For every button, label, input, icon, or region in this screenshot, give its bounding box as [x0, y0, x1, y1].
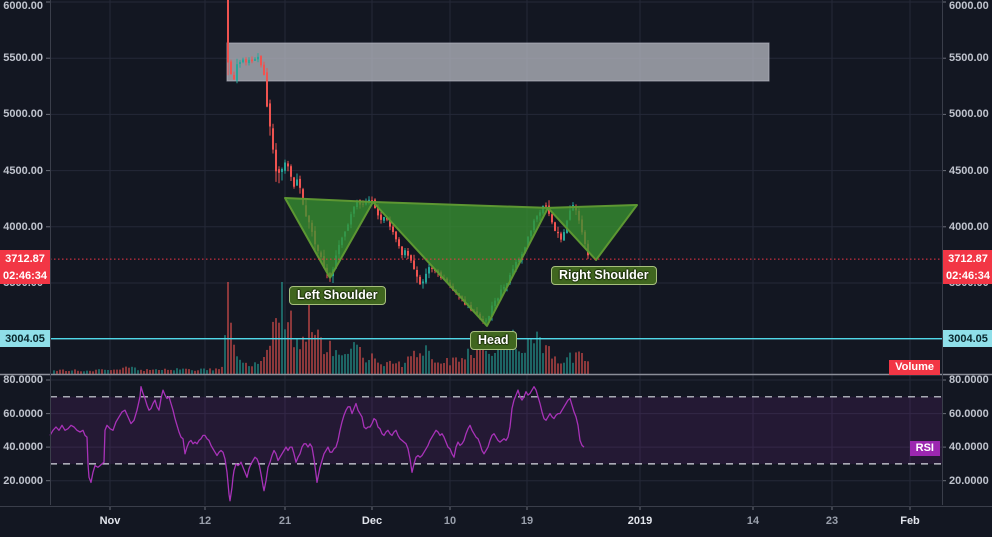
time-tick-label: 23 — [825, 515, 839, 527]
rsi-indicator-badge[interactable]: RSI — [909, 441, 940, 456]
alert-price-badge-left: 3004.05 — [0, 330, 50, 347]
rsi-tick-label: 40.0000 — [3, 441, 43, 454]
rsi-tick-label: 60.0000 — [3, 407, 43, 420]
pattern-label-left-shoulder[interactable]: Left Shoulder — [289, 286, 386, 305]
volume-indicator-badge[interactable]: Volume — [889, 360, 940, 375]
price-axis-left[interactable]: 6000.005500.005000.004500.004000.003500.… — [0, 0, 51, 505]
countdown-badge-right: 02:46:34 — [943, 267, 992, 284]
time-tick-label: 21 — [278, 515, 292, 527]
time-axis[interactable]: Nov 12 21 Dec 10 19 2019 14 23 Feb — [0, 506, 992, 537]
head-and-shoulders-drawing[interactable] — [284, 197, 638, 327]
countdown-badge-left: 02:46:34 — [0, 267, 50, 284]
last-price-badge-right: 3712.87 — [943, 250, 992, 267]
price-tick-label: 4000.00 — [949, 220, 989, 233]
price-tick-label: 5500.00 — [3, 52, 43, 65]
price-axis-right[interactable]: 6000.005500.005000.004500.004000.003500.… — [942, 0, 992, 505]
time-tick-label: 12 — [198, 515, 212, 527]
time-tick-label: 10 — [443, 515, 457, 527]
price-tick-label: 4000.00 — [3, 220, 43, 233]
time-tick-label: Feb — [900, 515, 920, 527]
time-tick-label: Nov — [99, 515, 121, 527]
rsi-tick-label: 80.0000 — [3, 374, 43, 386]
last-price-badge-left: 3712.87 — [0, 250, 50, 267]
time-tick-label: 14 — [746, 515, 760, 527]
price-tick-label: 6000.00 — [3, 0, 43, 12]
time-tick-label: 2019 — [627, 515, 653, 527]
rsi-tick-label: 40.0000 — [949, 441, 989, 454]
time-tick-label: Dec — [361, 515, 383, 527]
rsi-tick-label: 60.0000 — [949, 407, 989, 420]
time-tick-label: 19 — [520, 515, 534, 527]
supply-zone-rectangle[interactable] — [226, 42, 770, 82]
price-tick-label: 5000.00 — [949, 108, 989, 121]
price-tick-label: 5500.00 — [949, 52, 989, 65]
volume-series — [53, 282, 589, 374]
price-tick-label: 4500.00 — [949, 164, 989, 177]
price-tick-label: 6000.00 — [949, 0, 989, 12]
alert-price-badge-right: 3004.05 — [943, 330, 992, 347]
price-tick-label: 4500.00 — [3, 164, 43, 177]
pattern-label-head[interactable]: Head — [470, 331, 517, 350]
rsi-tick-label: 20.0000 — [949, 474, 989, 487]
price-tick-label: 5000.00 — [3, 108, 43, 121]
pattern-label-right-shoulder[interactable]: Right Shoulder — [551, 266, 657, 285]
rsi-indicator-pane — [49, 386, 942, 502]
rsi-tick-label: 80.0000 — [949, 374, 989, 386]
rsi-tick-label: 20.0000 — [3, 474, 43, 487]
